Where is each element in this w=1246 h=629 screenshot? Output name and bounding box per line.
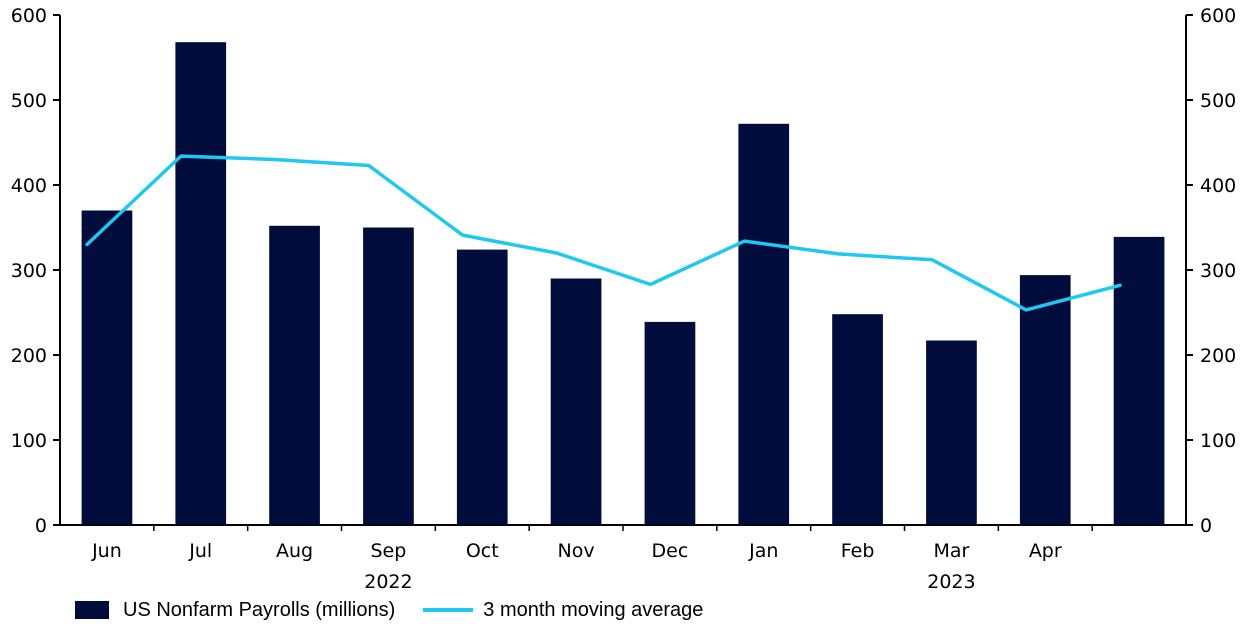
bar-oct	[456, 249, 508, 525]
y-tick-label-right: 300	[1200, 260, 1236, 282]
bar-jul	[175, 42, 227, 525]
y-tick-label-left: 600	[11, 5, 47, 27]
y-tick-label-right: 100	[1200, 430, 1236, 452]
bar-last	[1113, 236, 1165, 525]
x-tick-label-aug: Aug	[276, 540, 313, 562]
bar-nov	[550, 278, 602, 525]
legend-item-bars: US Nonfarm Payrolls (millions)	[75, 599, 395, 622]
legend-swatch-bars	[75, 601, 109, 619]
y-tick-label-left: 400	[11, 175, 47, 197]
legend-swatch-line	[423, 608, 474, 612]
bars-layer	[81, 42, 1165, 526]
bar-feb	[832, 314, 883, 525]
legend-label-line: 3 month moving average	[483, 598, 704, 621]
bar-sep	[363, 227, 414, 525]
axes-layer	[53, 14, 1193, 531]
bar-aug	[269, 225, 320, 526]
x-tick-label-oct: Oct	[466, 540, 499, 562]
y-tick-label-right: 400	[1200, 175, 1236, 197]
bar-dec	[644, 321, 696, 525]
x-tick-label-sep: Sep	[371, 540, 407, 562]
y-tick-label-left: 100	[11, 430, 47, 452]
y-tick-label-left: 300	[11, 260, 47, 282]
x-tick-label-dec: Dec	[652, 540, 689, 562]
y-tick-label-left: 500	[11, 90, 47, 112]
legend-label-bars: US Nonfarm Payrolls (millions)	[123, 598, 396, 621]
y-tick-label-right: 200	[1200, 345, 1236, 367]
year-label-2023: 2023	[927, 571, 975, 593]
bar-mar	[926, 340, 977, 525]
legend: US Nonfarm Payrolls (millions) 3 month m…	[75, 596, 731, 624]
y-tick-label-right: 600	[1200, 5, 1236, 27]
bar-jun	[81, 210, 133, 525]
x-tick-label-feb: Feb	[841, 540, 875, 562]
line-layer	[85, 154, 1122, 312]
y-tick-label-right: 500	[1200, 90, 1236, 112]
bar-jan	[738, 123, 790, 526]
labels-layer: 0 0 100 100 200 200 300 300 400 400 500 500 600 600 Ju…	[11, 5, 1237, 593]
y-tick-label-left: 0	[35, 515, 47, 537]
bar-apr	[1019, 275, 1071, 525]
y-tick-label-left: 200	[11, 345, 47, 367]
x-tick-label-jun: Jun	[91, 540, 122, 562]
x-tick-label-jul: Jul	[188, 540, 212, 562]
y-tick-label-right: 0	[1200, 515, 1212, 537]
moving-average-line	[85, 154, 1122, 312]
x-tick-label-apr: Apr	[1029, 540, 1062, 562]
year-label-2022: 2022	[364, 571, 412, 593]
x-tick-label-nov: Nov	[558, 540, 595, 562]
x-tick-label-mar: Mar	[933, 540, 969, 562]
x-tick-label-jan: Jan	[748, 540, 778, 562]
legend-item-line: 3 month moving average	[423, 599, 703, 622]
